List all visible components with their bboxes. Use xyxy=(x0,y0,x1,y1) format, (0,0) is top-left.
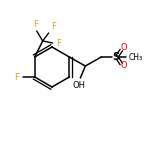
Text: F: F xyxy=(51,22,55,31)
Text: O: O xyxy=(120,62,127,71)
Text: OH: OH xyxy=(73,81,86,90)
Text: CH₃: CH₃ xyxy=(128,52,142,62)
Text: S: S xyxy=(112,52,119,62)
Text: F: F xyxy=(15,73,20,81)
Text: O: O xyxy=(120,43,127,52)
Text: F: F xyxy=(56,38,60,47)
Text: F: F xyxy=(33,20,38,29)
